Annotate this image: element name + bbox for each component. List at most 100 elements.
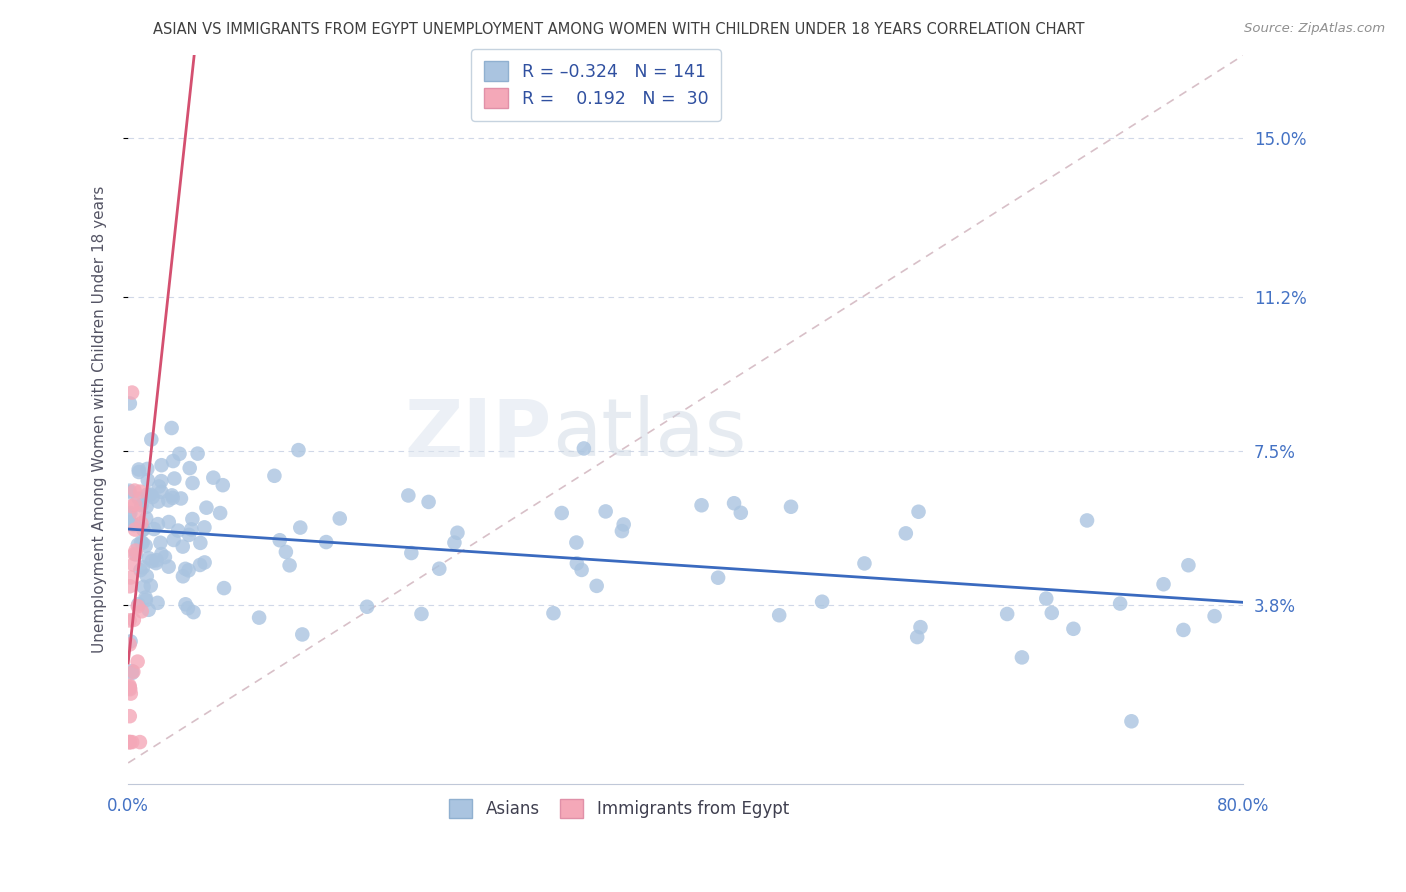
Point [157, 515, 180, 529]
Point [193, 520, 215, 534]
Point [1109, 597, 1132, 611]
Text: atlas: atlas [553, 395, 747, 473]
Point [163, 533, 186, 547]
Point [571, 563, 593, 577]
Point [418, 495, 440, 509]
Text: ASIAN VS IMMIGRANTS FROM EGYPT UNEMPLOYMENT AMONG WOMEN WITH CHILDREN UNDER 18 Y: ASIAN VS IMMIGRANTS FROM EGYPT UNEMPLOYM… [153, 22, 1084, 37]
Point [131, 604, 153, 618]
Point [122, 517, 145, 532]
Point [118, 709, 141, 723]
Point [131, 536, 153, 550]
Point [148, 479, 170, 493]
Point [124, 483, 146, 498]
Point [163, 471, 186, 485]
Point [132, 522, 155, 536]
Point [118, 680, 141, 694]
Point [356, 599, 378, 614]
Point [287, 443, 309, 458]
Point [157, 559, 180, 574]
Point [177, 563, 200, 577]
Point [121, 735, 143, 749]
Point [995, 607, 1018, 621]
Point [274, 545, 297, 559]
Point [118, 681, 141, 696]
Point [174, 597, 197, 611]
Point [121, 664, 143, 678]
Point [572, 442, 595, 456]
Point [118, 679, 141, 693]
Point [278, 558, 301, 573]
Point [162, 491, 184, 505]
Point [138, 603, 160, 617]
Point [401, 546, 423, 560]
Y-axis label: Unemployment Among Women with Children Under 18 years: Unemployment Among Women with Children U… [93, 186, 107, 653]
Point [907, 505, 929, 519]
Point [212, 581, 235, 595]
Point [131, 516, 153, 531]
Point [157, 493, 180, 508]
Point [565, 535, 588, 549]
Point [723, 496, 745, 510]
Point [1011, 650, 1033, 665]
Point [145, 553, 167, 567]
Point [128, 465, 150, 479]
Text: Source: ZipAtlas.com: Source: ZipAtlas.com [1244, 22, 1385, 36]
Point [1076, 513, 1098, 527]
Point [153, 550, 176, 565]
Point [122, 665, 145, 679]
Point [121, 665, 143, 680]
Point [853, 557, 876, 571]
Point [595, 504, 617, 518]
Point [247, 610, 270, 624]
Point [1173, 623, 1195, 637]
Point [120, 682, 142, 697]
Point [141, 554, 163, 568]
Point [172, 540, 194, 554]
Point [135, 500, 157, 514]
Point [132, 523, 155, 537]
Point [177, 528, 200, 542]
Point [396, 488, 419, 502]
Point [150, 547, 173, 561]
Point [543, 606, 565, 620]
Point [179, 461, 201, 475]
Legend: Asians, Immigrants from Egypt: Asians, Immigrants from Egypt [440, 790, 797, 826]
Point [1121, 714, 1143, 729]
Point [174, 562, 197, 576]
Point [585, 579, 607, 593]
Point [730, 506, 752, 520]
Point [150, 474, 173, 488]
Point [1035, 591, 1057, 606]
Point [690, 498, 713, 512]
Point [120, 634, 142, 648]
Point [118, 516, 141, 530]
Text: ZIP: ZIP [405, 395, 553, 473]
Point [768, 608, 790, 623]
Point [129, 484, 152, 499]
Point [194, 556, 217, 570]
Point [148, 494, 170, 508]
Point [125, 548, 148, 562]
Point [127, 538, 149, 552]
Point [120, 506, 142, 520]
Point [139, 579, 162, 593]
Point [128, 735, 150, 749]
Point [190, 536, 212, 550]
Point [118, 507, 141, 521]
Point [411, 607, 433, 621]
Point [180, 522, 202, 536]
Point [135, 591, 157, 605]
Point [195, 500, 218, 515]
Point [427, 562, 450, 576]
Point [181, 476, 204, 491]
Point [443, 535, 465, 549]
Point [291, 627, 314, 641]
Point [132, 560, 155, 574]
Point [905, 630, 928, 644]
Point [177, 601, 200, 615]
Point [1062, 622, 1084, 636]
Point [127, 599, 149, 614]
Point [160, 421, 183, 435]
Point [129, 563, 152, 577]
Point [1153, 577, 1175, 591]
